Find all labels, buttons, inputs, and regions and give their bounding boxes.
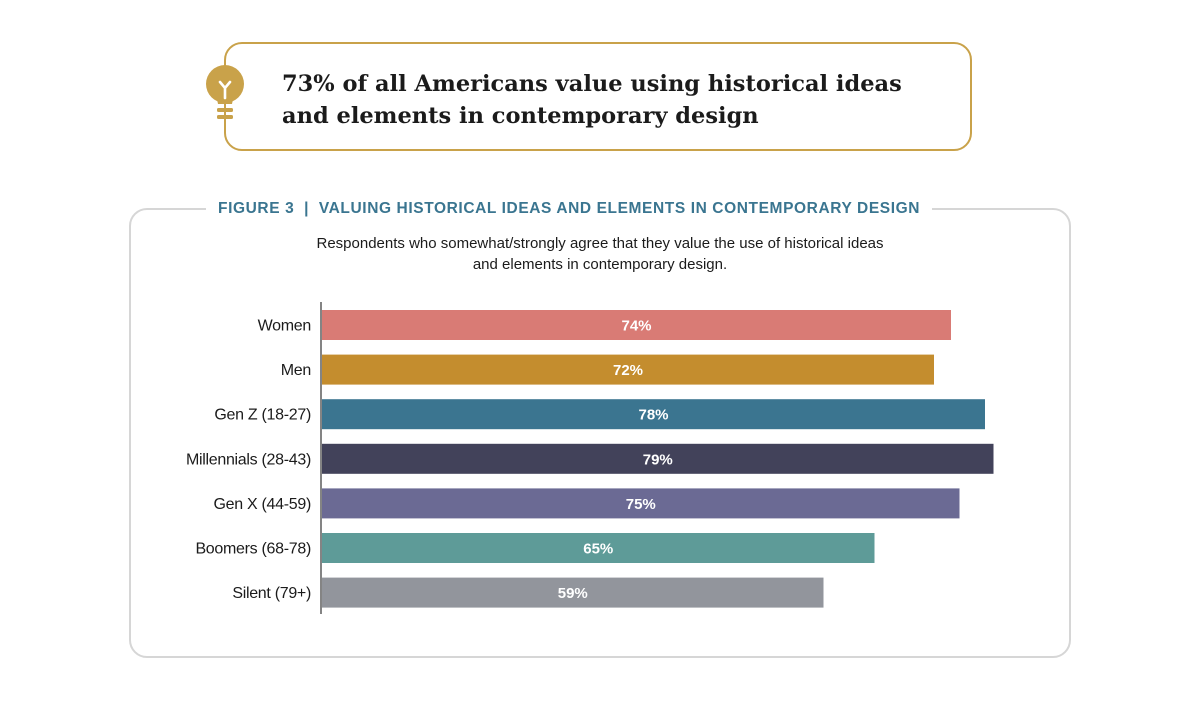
lightbulb-icon (206, 65, 244, 119)
category-label-3: Millennials (28-43) (186, 451, 311, 468)
bar-2 (322, 399, 985, 430)
category-label-1: Men (281, 362, 311, 379)
bar-value-label-2: 78% (638, 407, 668, 424)
bar-0 (322, 310, 951, 340)
callout-headline: 73% of all Americans value using histori… (282, 68, 962, 132)
callout-headline-line2: and elements in contemporary design (282, 103, 759, 129)
bar-value-label-5: 65% (583, 541, 613, 558)
category-label-6: Silent (79+) (232, 585, 311, 602)
bar-5 (322, 533, 875, 563)
bar-4 (322, 488, 960, 519)
category-label-5: Boomers (68-78) (195, 541, 311, 558)
figure-title: FIGURE 3 | VALUING HISTORICAL IDEAS AND … (206, 198, 933, 220)
figure-subtitle: Respondents who somewhat/strongly agree … (200, 233, 1000, 275)
bar-value-label-0: 74% (621, 318, 651, 335)
bar-value-label-1: 72% (613, 362, 643, 379)
bar-1 (322, 354, 934, 385)
callout-headline-line1: 73% of all Americans value using histori… (282, 71, 902, 97)
figure-subtitle-line2: and elements in contemporary design. (472, 256, 728, 273)
category-label-0: Women (258, 318, 311, 335)
figure-subtitle-line1: Respondents who somewhat/strongly agree … (316, 235, 884, 252)
callout-box (224, 42, 972, 151)
bar-6 (322, 577, 824, 608)
bar-value-label-3: 79% (643, 451, 673, 468)
bar-value-label-6: 59% (558, 585, 588, 602)
bar-3 (322, 443, 994, 474)
category-label-4: Gen X (44-59) (214, 496, 311, 513)
bar-value-label-4: 75% (626, 496, 656, 513)
category-label-2: Gen Z (18-27) (214, 407, 311, 424)
